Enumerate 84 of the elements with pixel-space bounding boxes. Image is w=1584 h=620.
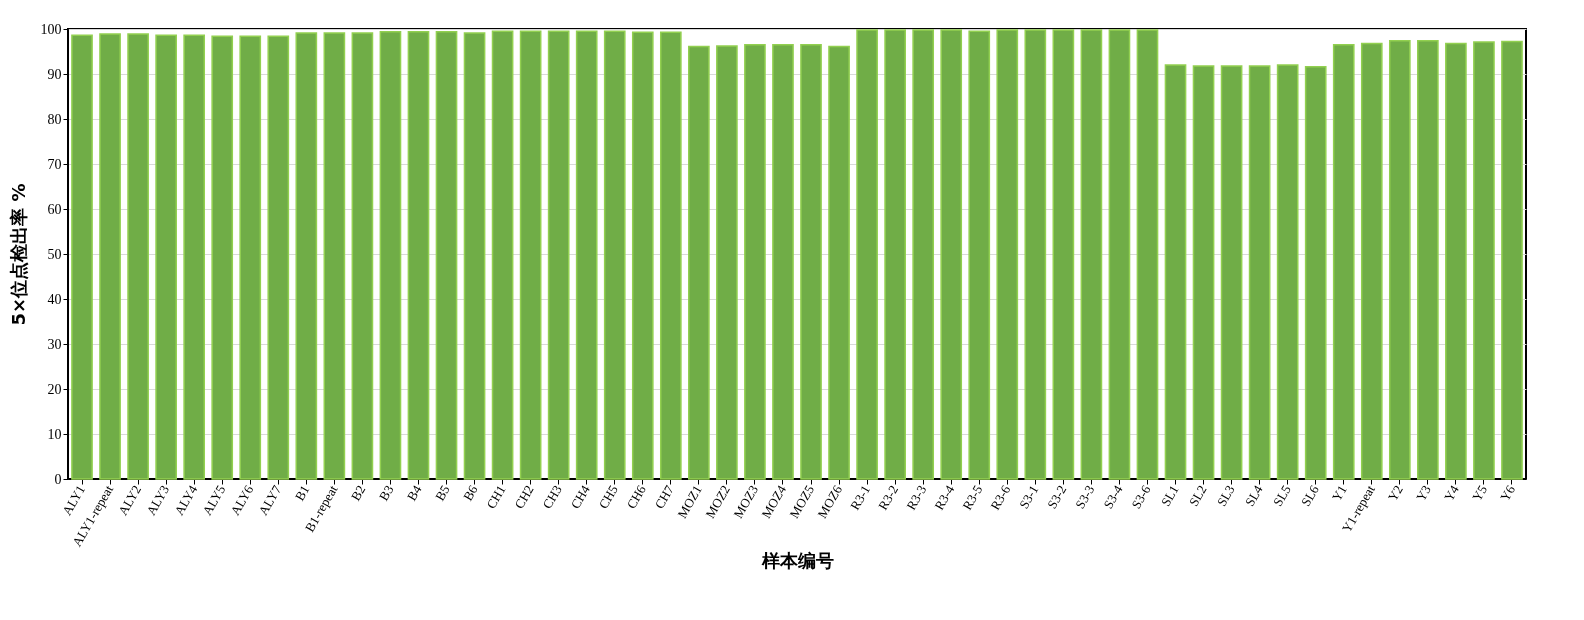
- x-tick-label: SL3: [1213, 482, 1238, 509]
- bar: [183, 34, 206, 480]
- x-tick-label: Y3: [1412, 482, 1434, 504]
- x-tick-label: Y5: [1469, 482, 1490, 504]
- bar: [1024, 29, 1047, 480]
- bar: [1360, 42, 1383, 480]
- y-axis-title: 5×位点检出率 %: [7, 183, 29, 326]
- x-tick-label: B2: [347, 482, 369, 504]
- bar: [659, 31, 682, 480]
- bar: [772, 44, 794, 480]
- bar: [99, 33, 121, 480]
- bar: [1052, 29, 1075, 480]
- bar: [828, 45, 850, 480]
- bar: [547, 30, 570, 480]
- bar: [407, 30, 430, 480]
- y-tick-label: 20: [47, 381, 62, 397]
- bar: [996, 29, 1019, 480]
- bar: [491, 30, 514, 480]
- y-tick-label: 10: [47, 426, 62, 442]
- x-tick-label: SL2: [1185, 482, 1210, 509]
- bar: [968, 30, 991, 480]
- x-axis-title: 样本编号: [760, 549, 834, 571]
- bar: [716, 45, 738, 480]
- x-tick-label: CH1: [483, 482, 509, 512]
- bar: [71, 34, 93, 480]
- x-tick-label: Y6: [1497, 482, 1519, 504]
- y-tick-label: 40: [47, 291, 62, 307]
- bar: [1248, 65, 1271, 480]
- y-tick-label: 60: [47, 201, 62, 217]
- bar: [1445, 42, 1467, 480]
- y-tick-label: 100: [40, 21, 62, 37]
- bar: [295, 32, 318, 480]
- bar: [856, 29, 878, 480]
- x-tick-label: Y4: [1441, 482, 1463, 504]
- bar: [323, 32, 346, 480]
- x-tick-label: SL4: [1241, 482, 1266, 509]
- bar: [800, 44, 822, 480]
- bar: [940, 29, 963, 480]
- y-tick-label: 90: [47, 66, 62, 82]
- x-tick-label: CH3: [539, 482, 565, 512]
- bar: [1417, 39, 1439, 480]
- y-tick-label: 30: [47, 336, 62, 352]
- bar: [211, 35, 234, 480]
- bar: [1332, 44, 1355, 480]
- x-tick-label: B4: [403, 482, 425, 504]
- bar: [744, 44, 766, 480]
- bar: [912, 29, 935, 480]
- bar: [1501, 40, 1523, 480]
- bar: [631, 31, 654, 480]
- bar: [1304, 66, 1327, 480]
- x-tick-label: SL1: [1157, 482, 1182, 509]
- x-tick-label: B5: [432, 482, 453, 504]
- bar: [1192, 65, 1215, 480]
- bar: [155, 34, 177, 480]
- y-tick-label: 70: [47, 156, 62, 172]
- bar: [435, 30, 458, 480]
- bar: [127, 33, 149, 480]
- bar: [1080, 29, 1103, 480]
- bar: [239, 35, 262, 480]
- bar: [603, 30, 626, 480]
- x-tick-label: CH2: [511, 482, 537, 512]
- bar: [1220, 65, 1243, 480]
- y-tick-label: 80: [47, 111, 62, 127]
- bar: [463, 32, 486, 480]
- bar: [884, 29, 906, 480]
- bar: [1388, 39, 1411, 480]
- bar: [267, 35, 290, 480]
- bar: [1108, 29, 1131, 480]
- x-tick-label: B6: [460, 482, 481, 504]
- bar: [1473, 41, 1495, 480]
- bar: [519, 30, 542, 480]
- bar: [1136, 29, 1159, 480]
- bar: [379, 30, 402, 480]
- y-tick-label: 50: [47, 246, 62, 262]
- x-tick-label: SL6: [1297, 482, 1323, 509]
- x-tick-label: Y2: [1384, 482, 1406, 504]
- y-tick-label: 0: [54, 471, 62, 487]
- x-tick-label: SL5: [1269, 482, 1294, 509]
- bar: [575, 30, 598, 480]
- bar: [1164, 64, 1187, 480]
- bar: [688, 45, 710, 480]
- bar: [1276, 64, 1299, 480]
- x-tick-label: B3: [375, 482, 397, 504]
- bar: [351, 32, 374, 480]
